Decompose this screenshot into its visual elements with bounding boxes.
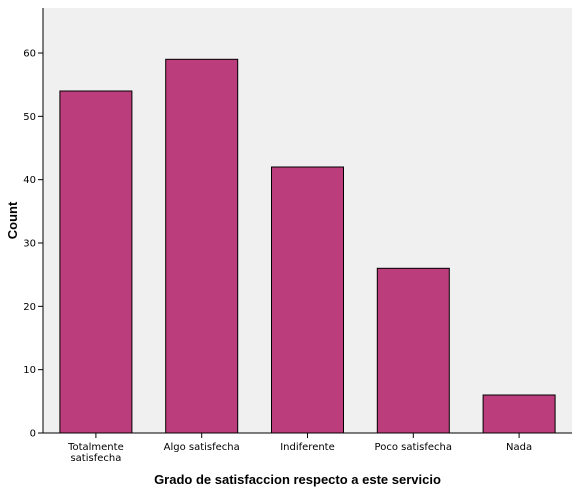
bars-group [59, 58, 556, 434]
bar-3 [271, 166, 344, 434]
x-tick-label-line: satisfecha [70, 453, 121, 464]
x-tick-label: Algo satisfecha [164, 442, 240, 453]
x-axis: Totalmente satisfecha Algo satisfecha Indif… [43, 432, 572, 464]
x-tick-label: Poco satisfecha [375, 442, 452, 453]
y-axis-title: Count [5, 201, 20, 239]
x-tick-label: Totalmente satisfecha [67, 442, 124, 464]
x-tick-label-line: Nada [506, 442, 532, 453]
x-tick-label-line: Indiferente [280, 442, 335, 453]
y-tick-label: 0 [30, 429, 36, 440]
x-tick-label-line: Totalmente [67, 442, 124, 453]
x-tick-label: Indiferente [280, 442, 335, 453]
bar-1 [59, 90, 133, 434]
y-tick-label: 50 [23, 112, 36, 123]
x-tick-label-line: Poco satisfecha [375, 442, 452, 453]
y-tick-label: 60 [23, 49, 36, 60]
y-tick-label: 20 [23, 302, 36, 313]
y-tick-label: 10 [23, 365, 36, 376]
y-axis: 0 10 20 30 40 50 60 [23, 8, 44, 440]
bar-4 [376, 267, 450, 434]
bar-5 [482, 394, 556, 434]
y-tick-label: 30 [23, 239, 36, 250]
x-tick-label: Nada [506, 442, 532, 453]
x-tick-label-line: Algo satisfecha [164, 442, 240, 453]
x-axis-title: Grado de satisfaccion respecto a este se… [154, 472, 441, 487]
bar-2 [165, 58, 239, 434]
y-tick-label: 40 [23, 175, 36, 186]
